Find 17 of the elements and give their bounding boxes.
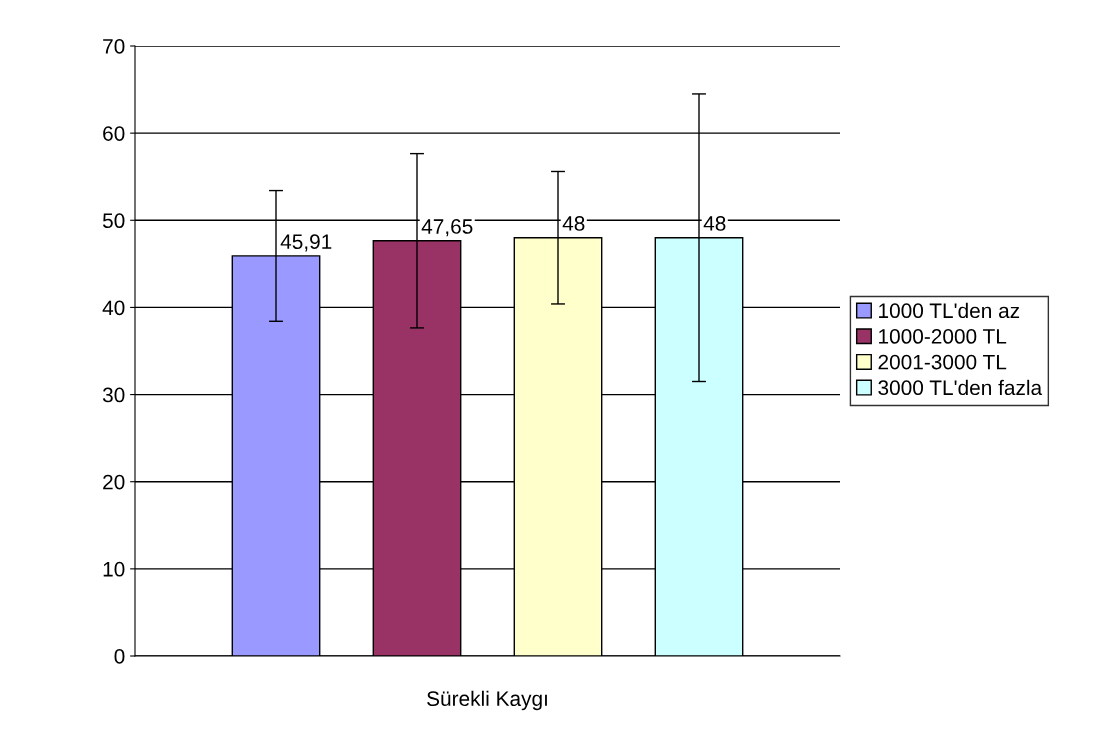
data-label: 47,65 — [421, 219, 473, 237]
y-tick-label: 60 — [103, 126, 125, 141]
x-tick-label: Sürekli Kaygı — [427, 690, 547, 711]
legend-label: 1000-2000 TL — [879, 329, 1007, 344]
data-label: 48 — [703, 216, 726, 231]
data-label: 48 — [562, 216, 585, 231]
y-tick-label: 30 — [102, 387, 125, 403]
y-tick-label: 70 — [103, 39, 125, 54]
legend-label: 1000 TL'den az — [879, 302, 1020, 319]
y-tick-label: 40 — [102, 300, 125, 316]
legend-label: 3000 TL'den fazla — [878, 379, 1043, 396]
y-tick-label: 20 — [103, 474, 125, 490]
y-tick-label: 50 — [102, 213, 125, 229]
legend-label: 2001-3000 TL — [878, 354, 1007, 370]
y-tick-label: 0 — [114, 649, 125, 664]
data-label: 45,91 — [280, 234, 332, 252]
y-tick-label: 10 — [103, 561, 125, 577]
